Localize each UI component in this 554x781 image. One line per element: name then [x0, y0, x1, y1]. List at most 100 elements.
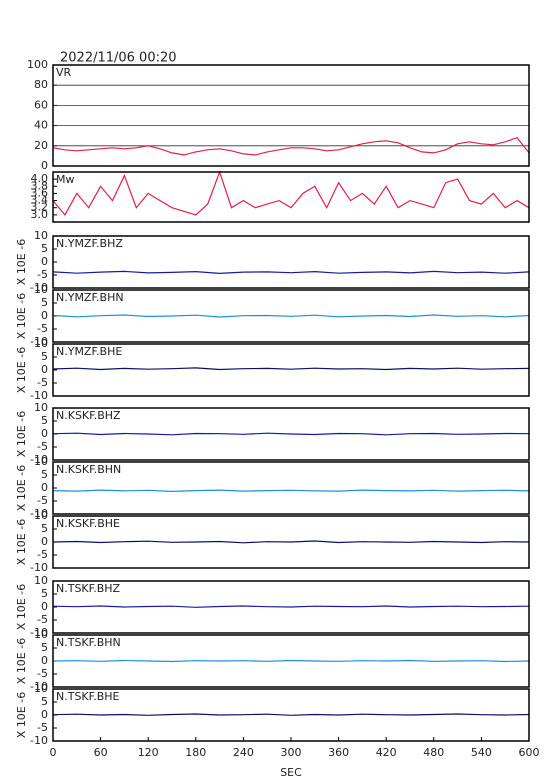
series-label: N.KSKF.BHN: [56, 463, 121, 476]
y-tick-label: 0: [41, 600, 48, 613]
plot-frame: [52, 235, 530, 289]
y-tick-label: 5: [41, 641, 48, 654]
y-tick-label: -5: [37, 667, 48, 680]
y-tick-label: -10: [30, 335, 48, 348]
y-tick-label: -10: [30, 561, 48, 574]
x-axis-label: SEC: [280, 766, 302, 779]
y-tick-label: -5: [37, 494, 48, 507]
series-line: [52, 367, 530, 371]
y-tick-label: 0: [41, 427, 48, 440]
x-tick-label: 0: [50, 746, 57, 759]
plot-frame: [52, 64, 530, 167]
x-tick-label: 60: [94, 746, 108, 759]
series-label: Mw: [56, 173, 75, 186]
series-label: N.TSKF.BHZ: [56, 582, 121, 595]
y-axis-label: X 10E -6: [15, 411, 28, 457]
y-axis-label: X 10E -6: [15, 519, 28, 565]
y-tick-label: 5: [41, 296, 48, 309]
y-tick-label: 0: [41, 159, 48, 172]
plot-frame: [52, 171, 530, 223]
y-tick-label: 0: [41, 481, 48, 494]
series-line: [52, 540, 530, 544]
y-tick-label: 0: [41, 654, 48, 667]
y-tick-label: -5: [37, 613, 48, 626]
y-tick-label: 10: [34, 455, 48, 468]
y-axis-label: X 10E -6: [15, 293, 28, 339]
y-tick-label: 0: [41, 708, 48, 721]
y-tick-label: 10: [34, 509, 48, 522]
series-label: N.KSKF.BHZ: [56, 409, 121, 422]
y-axis-label: X 10E -6: [15, 692, 28, 738]
chart-title: 2022/11/06 00:20: [60, 51, 177, 66]
y-tick-label: 4.0: [31, 172, 49, 185]
y-tick-label: 10: [34, 682, 48, 695]
y-tick-label: 5: [41, 468, 48, 481]
y-tick-label: 0: [41, 535, 48, 548]
x-tick-label: 540: [471, 746, 492, 759]
y-tick-label: 10: [34, 337, 48, 350]
plot-frame: [52, 515, 530, 569]
y-axis-label: X 10E -6: [15, 239, 28, 285]
plot-frame: [52, 343, 530, 397]
x-tick-label: 360: [328, 746, 349, 759]
plot-frame: [52, 461, 530, 515]
series-label: N.YMZF.BHE: [56, 345, 122, 358]
y-tick-label: 10: [34, 628, 48, 641]
y-tick-label: -5: [37, 268, 48, 281]
series-label: N.TSKF.BHE: [56, 690, 120, 703]
plot-frame: [52, 407, 530, 461]
y-tick-label: 40: [34, 119, 48, 132]
series-label: N.TSKF.BHN: [56, 636, 121, 649]
y-tick-label: -5: [37, 440, 48, 453]
y-tick-label: 10: [34, 401, 48, 414]
series-line: [52, 136, 530, 156]
y-tick-label: -5: [37, 721, 48, 734]
y-tick-label: -10: [30, 680, 48, 693]
series-line: [52, 270, 530, 275]
series-line: [52, 314, 530, 318]
series-label: N.YMZF.BHZ: [56, 237, 123, 250]
y-tick-label: 0: [41, 255, 48, 268]
y-tick-label: -10: [30, 507, 48, 520]
x-tick-label: 600: [519, 746, 540, 759]
x-tick-label: 180: [185, 746, 206, 759]
y-tick-label: -10: [30, 626, 48, 639]
y-tick-label: 5: [41, 242, 48, 255]
y-tick-label: 3.2: [31, 201, 49, 214]
y-tick-label: 5: [41, 414, 48, 427]
y-tick-label: -10: [30, 734, 48, 747]
y-tick-label: 0: [41, 363, 48, 376]
y-tick-label: -10: [30, 281, 48, 294]
y-tick-label: 10: [34, 574, 48, 587]
y-tick-label: 5: [41, 350, 48, 363]
series-line: [52, 432, 530, 436]
y-tick-label: 3.6: [31, 186, 49, 199]
y-tick-label: 20: [34, 139, 48, 152]
series-label: N.KSKF.BHE: [56, 517, 120, 530]
x-tick-label: 240: [233, 746, 254, 759]
series-line: [52, 659, 530, 663]
series-line: [52, 605, 530, 608]
x-tick-label: 300: [281, 746, 302, 759]
plot-frame: [52, 289, 530, 343]
y-tick-label: -10: [30, 453, 48, 466]
y-tick-label: 0: [41, 309, 48, 322]
series-label: N.YMZF.BHN: [56, 291, 124, 304]
plot-frame: [52, 688, 530, 742]
plot-frame: [52, 580, 530, 634]
plot-frame: [52, 634, 530, 688]
y-tick-label: -5: [37, 322, 48, 335]
series-line: [52, 489, 530, 493]
y-tick-label: 60: [34, 98, 48, 111]
y-tick-label: 3.4: [31, 194, 49, 207]
x-tick-label: 120: [138, 746, 159, 759]
y-tick-label: 5: [41, 522, 48, 535]
y-axis-label: X 10E -6: [15, 584, 28, 630]
y-axis-label: X 10E -6: [15, 465, 28, 511]
y-tick-label: -10: [30, 389, 48, 402]
y-tick-label: 80: [34, 78, 48, 91]
y-tick-label: -5: [37, 548, 48, 561]
y-tick-label: 3.8: [31, 179, 49, 192]
series-label: VR: [56, 66, 72, 79]
